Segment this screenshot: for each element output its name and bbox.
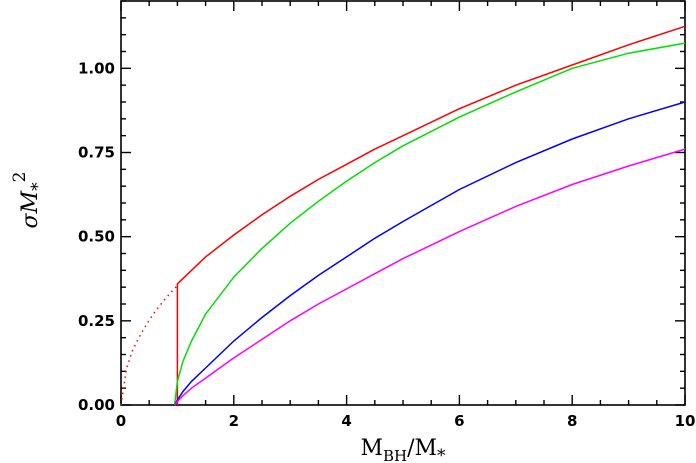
y-tick-label: 1.00 — [78, 59, 115, 77]
y-axis-title: σM*2 — [10, 172, 48, 229]
y-tick-label: 0.00 — [78, 396, 115, 414]
axis-ticks — [120, 0, 686, 406]
x-tick-label: 8 — [567, 412, 577, 430]
data-curves — [120, 25, 686, 406]
series-line-4 — [173, 101, 686, 406]
x-tick-label: 6 — [454, 412, 464, 430]
series-line-3 — [173, 42, 686, 406]
plot-border — [120, 0, 686, 406]
tick-labels: 0 2 4 6 8 10 0.00 0.25 0.50 0.75 1.00 — [78, 59, 695, 430]
x-axis-title: MBH/M* — [360, 436, 446, 463]
series-line-1 — [120, 284, 178, 406]
y-tick-label: 0.50 — [78, 228, 115, 246]
x-tick-label: 0 — [116, 412, 126, 430]
y-tick-label: 0.75 — [78, 144, 115, 162]
series-line-2 — [176, 25, 686, 405]
x-tick-label: 10 — [675, 412, 696, 430]
series-line-5 — [174, 148, 686, 406]
x-tick-label: 4 — [341, 412, 351, 430]
y-tick-label: 0.25 — [78, 312, 115, 330]
plot-frame — [120, 0, 686, 406]
x-tick-label: 2 — [229, 412, 239, 430]
